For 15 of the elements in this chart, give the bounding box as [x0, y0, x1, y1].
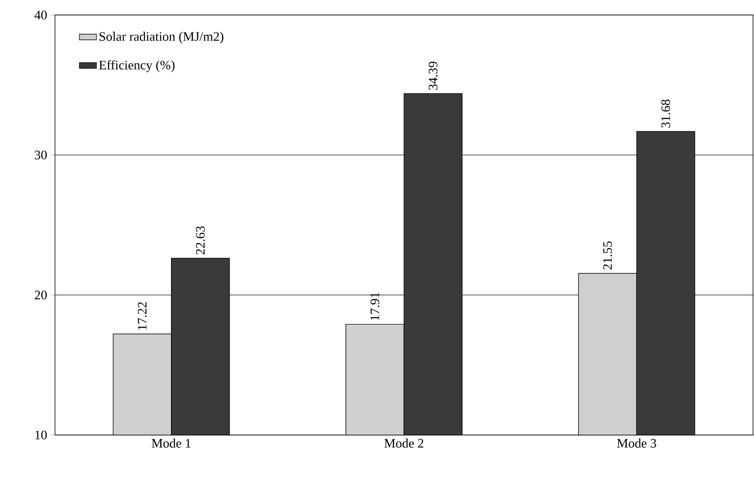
- y-tick-label: 20: [34, 290, 47, 300]
- data-label: 22.63: [196, 226, 205, 254]
- y-tick-label: 30: [34, 150, 47, 160]
- legend-label: Solar radiation (MJ/m2): [100, 32, 224, 44]
- data-label: 31.68: [661, 100, 670, 128]
- x-tick-label: Mode 2: [384, 438, 424, 448]
- data-label: 34.39: [428, 62, 438, 90]
- y-tick-label: 40: [34, 10, 47, 20]
- x-tick-label: Mode 3: [617, 438, 656, 448]
- x-tick-label: Mode 1: [152, 438, 191, 448]
- legend-label: Efficiency (%): [99, 60, 175, 72]
- data-label: 21.55: [603, 241, 612, 270]
- data-label: 17.91: [370, 292, 380, 320]
- y-tick-label: 10: [35, 430, 47, 440]
- data-label: 17.22: [138, 302, 147, 330]
